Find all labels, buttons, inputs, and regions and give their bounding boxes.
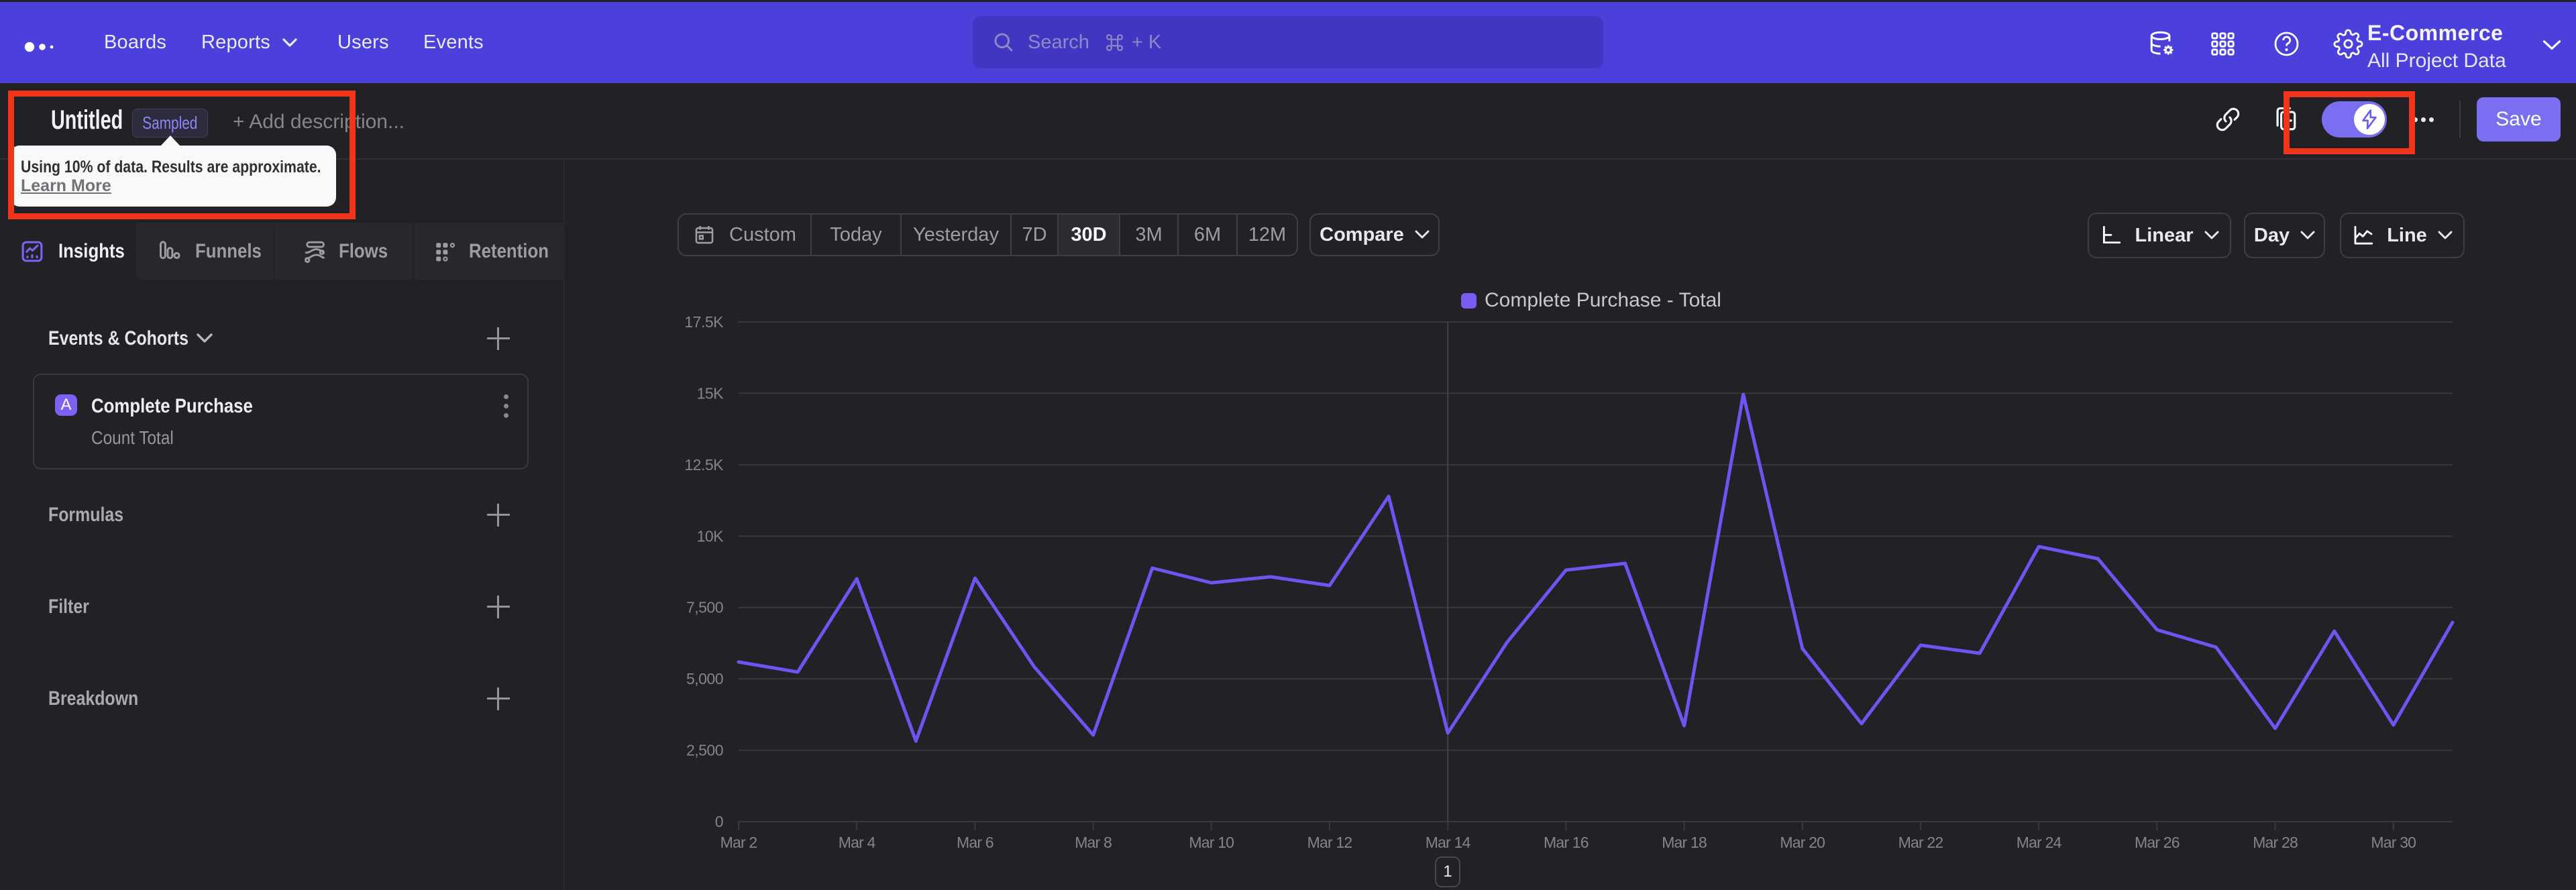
svg-text:Mar 16: Mar 16 <box>1544 834 1589 851</box>
svg-text:7,500: 7,500 <box>686 599 723 616</box>
svg-text:0: 0 <box>715 813 723 830</box>
svg-text:Mar 28: Mar 28 <box>2253 834 2298 851</box>
svg-text:Mar 26: Mar 26 <box>2135 834 2180 851</box>
svg-text:Mar 6: Mar 6 <box>957 834 994 851</box>
svg-text:Mar 12: Mar 12 <box>1307 834 1352 851</box>
svg-text:Mar 30: Mar 30 <box>2371 834 2416 851</box>
svg-text:Mar 8: Mar 8 <box>1075 834 1112 851</box>
svg-text:12.5K: 12.5K <box>684 456 724 474</box>
svg-text:Mar 24: Mar 24 <box>2017 834 2062 851</box>
svg-text:Mar 2: Mar 2 <box>720 834 757 851</box>
svg-text:Mar 4: Mar 4 <box>839 834 876 851</box>
svg-text:2,500: 2,500 <box>686 742 723 759</box>
svg-text:Mar 18: Mar 18 <box>1662 834 1707 851</box>
svg-text:Mar 22: Mar 22 <box>1898 834 1943 851</box>
svg-text:10K: 10K <box>697 527 724 545</box>
svg-text:15K: 15K <box>697 384 724 402</box>
svg-text:Mar 14: Mar 14 <box>1426 834 1471 851</box>
svg-text:Mar 10: Mar 10 <box>1189 834 1234 851</box>
svg-text:Mar 20: Mar 20 <box>1780 834 1825 851</box>
svg-text:5,000: 5,000 <box>686 670 723 687</box>
svg-text:17.5K: 17.5K <box>684 313 724 331</box>
